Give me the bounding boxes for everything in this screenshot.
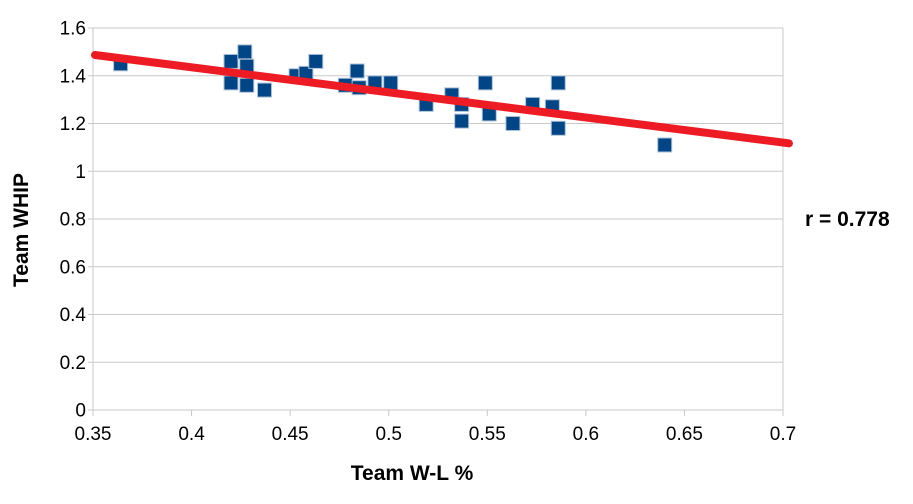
x-tick-label: 0.55 (469, 424, 506, 445)
data-point-marker (349, 63, 365, 79)
y-tick-label: 0.4 (60, 305, 87, 326)
correlation-annotation: r = 0.778 (805, 208, 890, 231)
x-tick-label: 0.7 (770, 424, 796, 445)
data-point-marker (223, 53, 239, 69)
x-axis-title: Team W-L % (350, 462, 474, 485)
y-tick-label: 0 (75, 401, 86, 422)
data-point-marker (237, 44, 253, 60)
x-tick-label: 0.6 (573, 424, 599, 445)
y-tick-label: 0.8 (60, 210, 86, 231)
data-point-marker (505, 116, 521, 131)
x-tick-label: 0.35 (75, 424, 112, 445)
y-tick-label: 1.2 (60, 114, 86, 135)
data-point-marker (223, 75, 239, 91)
data-point-marker (308, 53, 324, 69)
data-point-marker (257, 82, 273, 98)
y-tick-label: 0.6 (60, 257, 86, 278)
y-tick-label: 1.4 (60, 66, 87, 87)
data-point-marker (550, 75, 566, 91)
x-tick-label: 0.5 (376, 424, 402, 445)
x-tick-label: 0.65 (666, 424, 703, 445)
y-tick-label: 0.2 (60, 353, 86, 374)
x-tick-label: 0.45 (272, 424, 309, 445)
trend-line (90, 50, 793, 148)
data-point-marker (383, 75, 399, 91)
y-tick-label: 1 (75, 162, 86, 183)
data-point-marker (239, 77, 255, 93)
y-tick-label: 1.6 (60, 19, 86, 40)
y-axis-title: Team WHIP (10, 173, 33, 287)
data-point-marker (454, 113, 470, 129)
x-tick-label: 0.4 (178, 424, 205, 445)
data-point-marker (477, 75, 493, 91)
data-point-marker (550, 120, 566, 136)
data-point-marker (657, 137, 673, 153)
